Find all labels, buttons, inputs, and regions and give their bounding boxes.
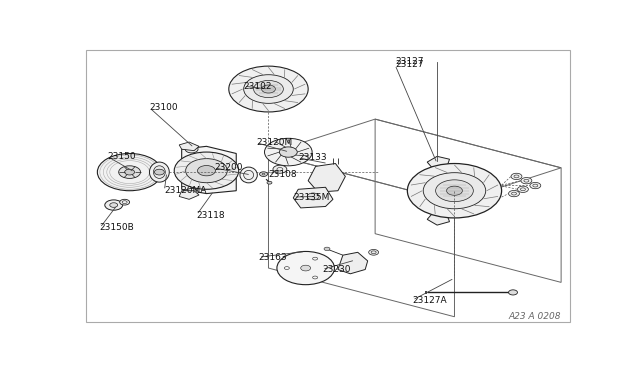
Text: 23200: 23200: [214, 163, 243, 172]
Polygon shape: [179, 142, 199, 151]
Circle shape: [436, 180, 474, 202]
Circle shape: [229, 66, 308, 112]
Polygon shape: [182, 146, 236, 193]
Circle shape: [174, 152, 239, 189]
Text: 23150B: 23150B: [100, 224, 134, 232]
Ellipse shape: [244, 170, 253, 180]
Circle shape: [110, 203, 118, 207]
Ellipse shape: [150, 162, 169, 182]
Circle shape: [301, 265, 310, 271]
Text: 23120M: 23120M: [256, 138, 292, 147]
Polygon shape: [308, 164, 346, 192]
Text: 23230: 23230: [322, 265, 351, 274]
Circle shape: [253, 80, 284, 97]
Circle shape: [280, 147, 297, 157]
Circle shape: [185, 145, 198, 153]
Text: 23133: 23133: [298, 153, 327, 162]
Circle shape: [509, 290, 518, 295]
Circle shape: [125, 169, 134, 175]
Text: 23127: 23127: [395, 60, 424, 69]
Text: 23127: 23127: [395, 57, 424, 66]
Text: 23150: 23150: [108, 152, 136, 161]
Circle shape: [521, 177, 532, 184]
Circle shape: [154, 169, 164, 175]
Circle shape: [509, 190, 520, 197]
Circle shape: [423, 173, 486, 209]
Text: A23 A 0208: A23 A 0208: [509, 312, 561, 321]
Circle shape: [264, 138, 312, 166]
Circle shape: [307, 193, 319, 200]
Text: 23118: 23118: [196, 211, 225, 219]
Circle shape: [118, 166, 141, 179]
Circle shape: [511, 173, 522, 180]
Circle shape: [105, 200, 123, 210]
Circle shape: [277, 251, 335, 285]
Polygon shape: [179, 191, 199, 199]
Circle shape: [244, 75, 293, 103]
Polygon shape: [428, 156, 449, 168]
Circle shape: [97, 154, 162, 191]
Circle shape: [198, 166, 216, 176]
Circle shape: [324, 247, 330, 251]
Circle shape: [267, 181, 272, 184]
Text: 23102: 23102: [244, 82, 272, 91]
Circle shape: [408, 164, 502, 218]
Circle shape: [530, 182, 541, 189]
Circle shape: [186, 158, 227, 183]
Circle shape: [518, 186, 529, 192]
Text: 23163: 23163: [259, 253, 287, 262]
Circle shape: [262, 85, 275, 93]
Ellipse shape: [240, 167, 257, 183]
Polygon shape: [338, 252, 368, 274]
Circle shape: [273, 165, 287, 173]
Polygon shape: [293, 187, 333, 208]
Circle shape: [260, 172, 268, 176]
Polygon shape: [428, 214, 449, 225]
Text: 23100: 23100: [150, 103, 178, 112]
Circle shape: [447, 186, 463, 195]
Text: 23120MA: 23120MA: [164, 186, 207, 195]
Ellipse shape: [154, 166, 165, 179]
Text: 23127A: 23127A: [412, 296, 447, 305]
Circle shape: [185, 189, 198, 196]
Text: 23135M: 23135M: [293, 193, 330, 202]
Circle shape: [120, 199, 129, 205]
Text: 23108: 23108: [269, 170, 297, 179]
Circle shape: [369, 250, 379, 255]
